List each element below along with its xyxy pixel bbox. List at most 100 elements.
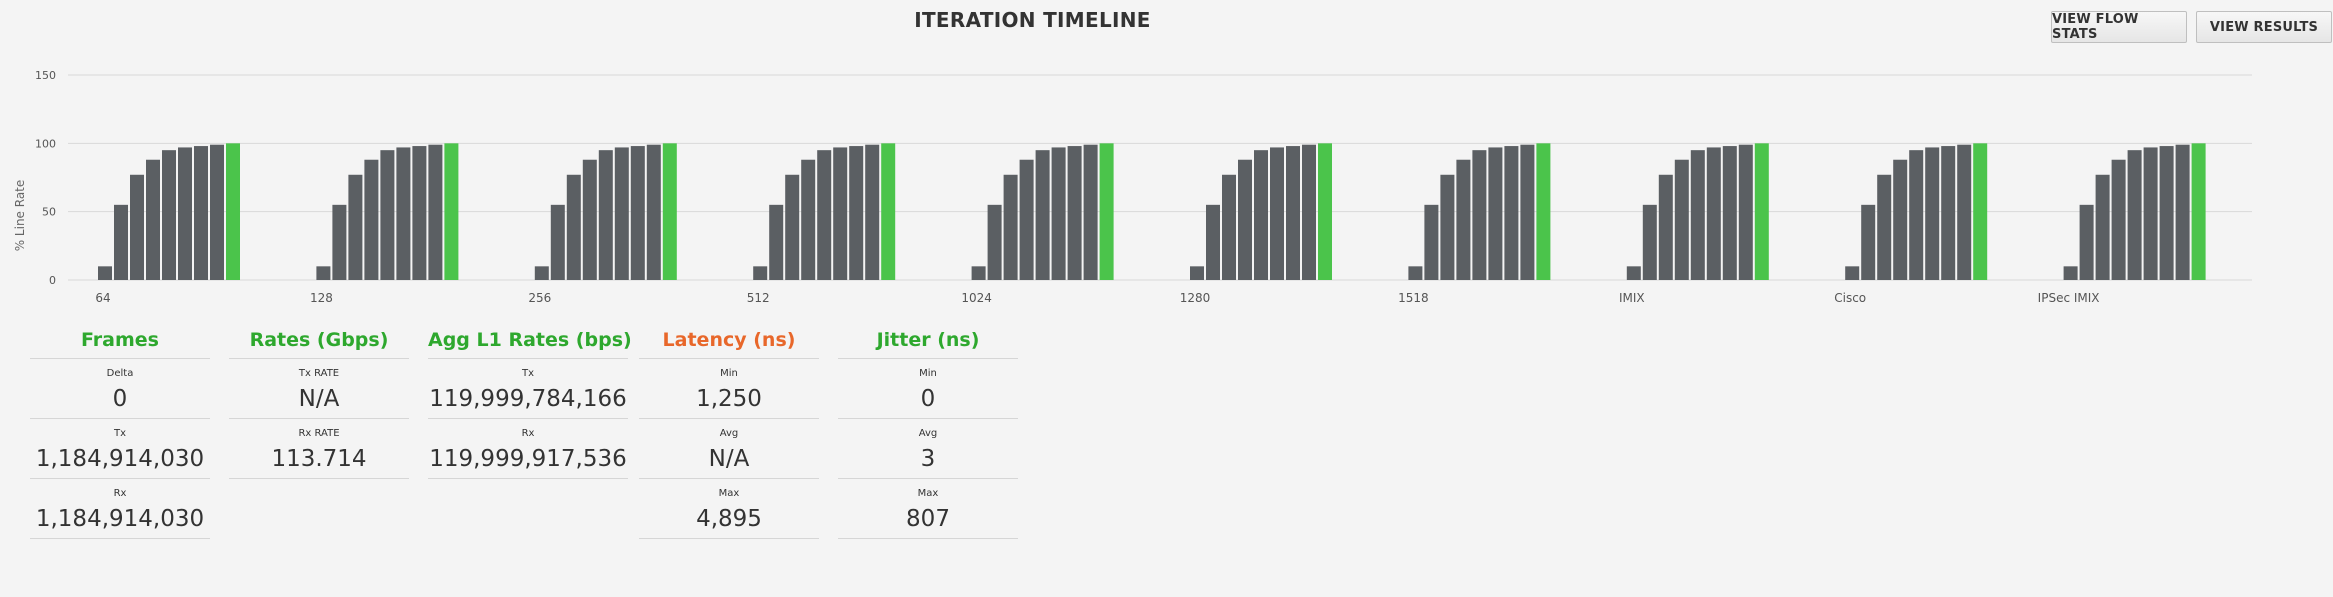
x-tick-label: 1024 [961, 291, 992, 305]
iteration-bar [332, 204, 347, 280]
stat-label: Rx RATE [298, 428, 340, 439]
final-iteration-bar [662, 143, 677, 280]
iteration-bar [753, 266, 768, 280]
view-flow-stats-button[interactable]: VIEW FLOW STATS [2051, 11, 2187, 43]
iteration-bar [348, 174, 363, 280]
final-iteration-bar [1973, 143, 1988, 280]
iteration-bar [833, 147, 848, 280]
iteration-bar [1877, 174, 1892, 280]
iteration-bar [785, 174, 800, 280]
iteration-bar [1035, 150, 1050, 280]
jitter-max-cell: Max 807 [838, 479, 1018, 539]
iteration-bar [1302, 144, 1316, 280]
iteration-bar [1456, 159, 1471, 280]
iteration-bar [162, 150, 176, 280]
jitter-min-value: 0 [920, 386, 936, 412]
iteration-bar [1254, 150, 1268, 280]
iteration-bar [2095, 174, 2110, 280]
latency-min-value: 1,250 [696, 386, 762, 412]
final-iteration-bar [881, 143, 896, 280]
x-tick-label: 128 [310, 291, 333, 305]
iteration-bar [1238, 159, 1252, 280]
view-results-button[interactable]: VIEW RESULTS [2196, 11, 2332, 43]
y-tick-label: 150 [35, 69, 56, 82]
iteration-bar [1083, 144, 1098, 280]
rates-rx-value: 113.714 [271, 446, 367, 472]
iteration-bar [1488, 147, 1503, 280]
frames-rx-value: 1,184,914,030 [35, 506, 205, 532]
iteration-bar [1520, 144, 1535, 280]
iteration-bar [1706, 147, 1721, 280]
iteration-bar [1286, 146, 1300, 280]
iteration-bar [865, 144, 880, 280]
iteration-bar [380, 150, 395, 280]
final-iteration-bar [1536, 143, 1551, 280]
rates-tx-value: N/A [298, 386, 340, 412]
iteration-bar [428, 144, 443, 280]
iteration-bar [817, 150, 832, 280]
y-axis-label: % Line Rate [13, 180, 27, 252]
latency-min-cell: Min 1,250 [639, 359, 819, 419]
agg-rx-value: 119,999,917,536 [429, 446, 627, 472]
iteration-bar [1003, 174, 1018, 280]
iteration-bar [1674, 159, 1689, 280]
agg-tx-cell: Tx 119,999,784,166 [428, 359, 628, 419]
iteration-bar [1472, 150, 1487, 280]
iteration-bar [2159, 146, 2174, 280]
iteration-bar [114, 204, 128, 280]
agg-l1-rates-stats: Agg L1 Rates (bps) Tx 119,999,784,166 Rx… [428, 322, 632, 479]
stat-label: Avg [918, 428, 938, 439]
agg-tx-value: 119,999,784,166 [429, 386, 627, 412]
jitter-min-cell: Min 0 [838, 359, 1018, 419]
iteration-bar [769, 204, 784, 280]
x-tick-label: 64 [95, 291, 110, 305]
iteration-bar [98, 266, 112, 280]
iteration-bar [630, 146, 645, 280]
iteration-bar [1845, 266, 1860, 280]
iteration-bar [1440, 174, 1455, 280]
latency-avg-value: N/A [708, 446, 750, 472]
iteration-bar [2143, 147, 2158, 280]
iteration-bar [1222, 174, 1236, 280]
iteration-bar [1957, 144, 1972, 280]
iteration-bar [1909, 150, 1924, 280]
latency-header: Latency (ns) [639, 322, 819, 359]
final-iteration-bar [1318, 143, 1332, 280]
frames-tx-value: 1,184,914,030 [35, 446, 205, 472]
iteration-bar [1941, 146, 1956, 280]
iteration-bar [1642, 204, 1657, 280]
iteration-bar [316, 266, 331, 280]
rates-tx-cell: Tx RATE N/A [229, 359, 409, 419]
iteration-bar [987, 204, 1002, 280]
stat-label: Rx [521, 428, 535, 439]
iteration-bar [1738, 144, 1753, 280]
stat-label: Tx [113, 428, 127, 439]
latency-stats: Latency (ns) Min 1,250 Avg N/A Max 4,895 [639, 322, 819, 539]
final-iteration-bar [1754, 143, 1769, 280]
stat-label: Min [720, 368, 738, 379]
x-tick-label: IPSec IMIX [2038, 291, 2100, 305]
iteration-bar [178, 147, 192, 280]
iteration-bar [1504, 146, 1519, 280]
latency-max-cell: Max 4,895 [639, 479, 819, 539]
x-tick-label: 512 [747, 291, 770, 305]
iteration-bar [1019, 159, 1034, 280]
iteration-bar [2127, 150, 2142, 280]
iteration-bar [1861, 204, 1876, 280]
iteration-bar [194, 146, 208, 280]
y-tick-label: 50 [42, 206, 56, 219]
rates-header: Rates (Gbps) [229, 322, 409, 359]
iteration-bar [2079, 204, 2094, 280]
jitter-avg-value: 3 [920, 446, 936, 472]
iteration-bar [130, 174, 144, 280]
x-tick-label: 1518 [1398, 291, 1429, 305]
final-iteration-bar [2191, 143, 2206, 280]
iteration-bar [364, 159, 379, 280]
frames-rx-cell: Rx 1,184,914,030 [30, 479, 210, 539]
jitter-header: Jitter (ns) [838, 322, 1018, 359]
latency-avg-cell: Avg N/A [639, 419, 819, 479]
x-tick-label: IMIX [1619, 291, 1645, 305]
iteration-bar [582, 159, 597, 280]
iteration-bar [2063, 266, 2078, 280]
stat-label: Min [919, 368, 937, 379]
